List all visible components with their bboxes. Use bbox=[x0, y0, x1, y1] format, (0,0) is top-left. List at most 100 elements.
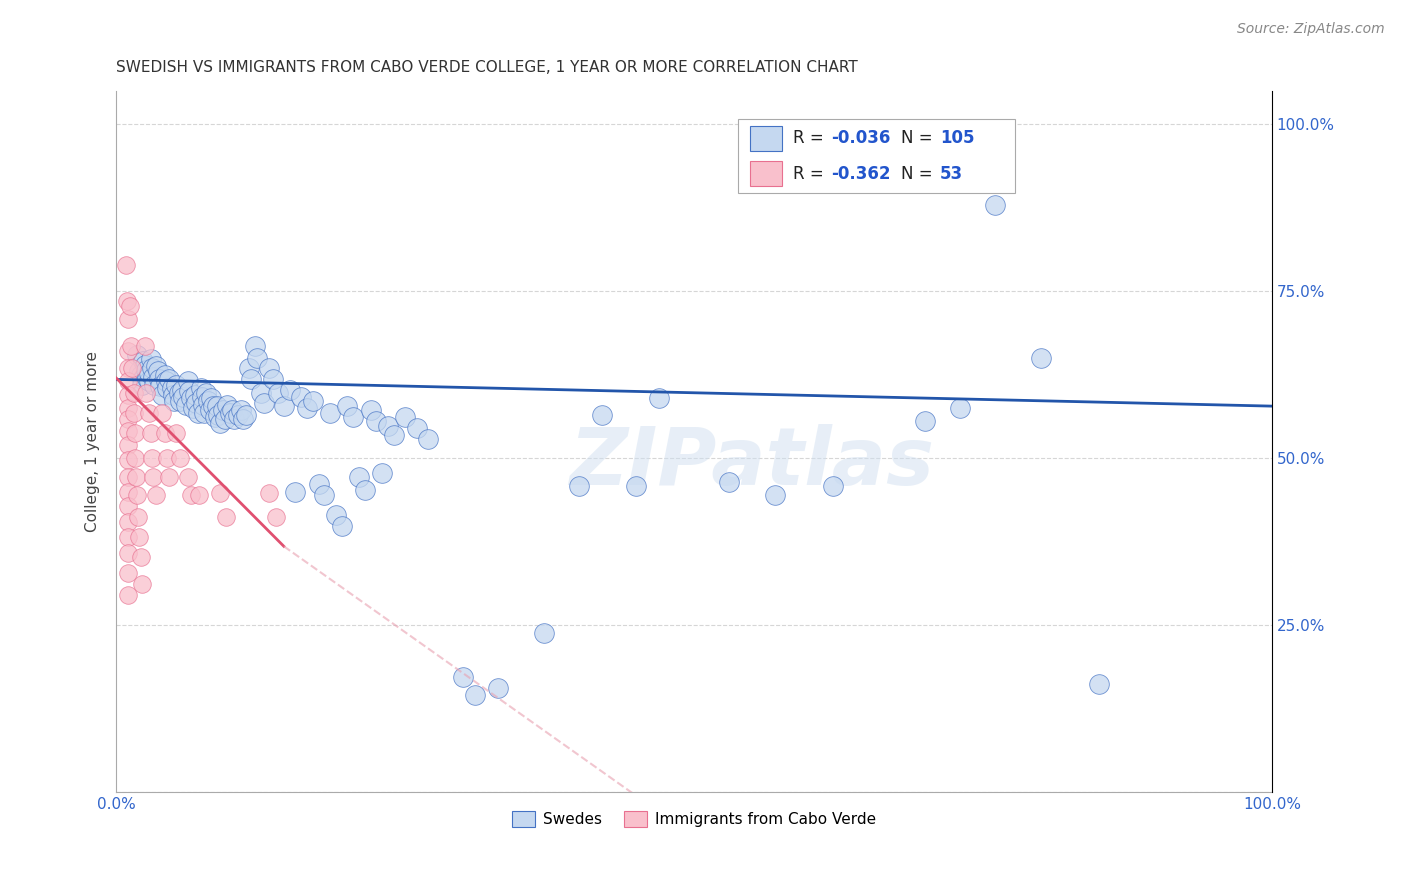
Point bbox=[290, 390, 312, 404]
Point bbox=[117, 375, 139, 389]
Text: N =: N = bbox=[901, 129, 938, 147]
Point bbox=[273, 399, 295, 413]
Point bbox=[821, 479, 844, 493]
Point bbox=[153, 368, 176, 382]
Point bbox=[136, 371, 159, 385]
Point bbox=[314, 488, 336, 502]
Point bbox=[169, 394, 191, 409]
Point bbox=[336, 399, 359, 413]
Point bbox=[253, 396, 276, 410]
Point bbox=[342, 409, 364, 424]
Point bbox=[177, 375, 200, 389]
Point bbox=[567, 479, 589, 493]
Point bbox=[125, 348, 148, 362]
Point bbox=[486, 681, 509, 696]
Text: N =: N = bbox=[901, 164, 938, 183]
Point bbox=[418, 433, 440, 447]
Point bbox=[129, 368, 152, 382]
Point bbox=[139, 425, 162, 440]
Point bbox=[221, 403, 243, 417]
Point bbox=[148, 372, 170, 386]
Point bbox=[152, 406, 174, 420]
Point bbox=[117, 412, 139, 426]
Point bbox=[117, 500, 139, 514]
Point bbox=[128, 530, 150, 544]
Point bbox=[209, 417, 232, 431]
Point bbox=[122, 385, 145, 400]
Point bbox=[146, 364, 169, 378]
Point bbox=[301, 394, 323, 409]
Point bbox=[122, 406, 145, 420]
Point bbox=[134, 358, 156, 372]
Point bbox=[284, 484, 307, 499]
Point bbox=[145, 359, 167, 373]
Point bbox=[134, 339, 156, 353]
Point bbox=[209, 486, 232, 500]
Point bbox=[243, 339, 266, 353]
Point bbox=[1029, 351, 1052, 365]
Point bbox=[142, 470, 165, 484]
Point bbox=[187, 406, 209, 420]
Point bbox=[117, 470, 139, 484]
Point bbox=[626, 479, 648, 493]
Point bbox=[128, 364, 150, 378]
Point bbox=[224, 412, 246, 426]
Point bbox=[177, 384, 200, 399]
Point bbox=[117, 344, 139, 359]
Point bbox=[156, 381, 179, 395]
Point bbox=[257, 361, 280, 376]
Point bbox=[115, 294, 138, 309]
Point bbox=[131, 377, 153, 392]
Point bbox=[131, 372, 153, 386]
Point bbox=[188, 488, 211, 502]
Point bbox=[125, 470, 148, 484]
Point bbox=[983, 197, 1005, 211]
Point bbox=[405, 421, 427, 435]
Point bbox=[165, 377, 187, 392]
Point bbox=[117, 361, 139, 376]
FancyBboxPatch shape bbox=[749, 126, 782, 151]
Text: 53: 53 bbox=[941, 164, 963, 183]
Point bbox=[211, 403, 233, 417]
Point bbox=[184, 396, 207, 410]
Text: SWEDISH VS IMMIGRANTS FROM CABO VERDE COLLEGE, 1 YEAR OR MORE CORRELATION CHART: SWEDISH VS IMMIGRANTS FROM CABO VERDE CO… bbox=[117, 60, 858, 75]
Point bbox=[120, 339, 142, 353]
Point bbox=[138, 366, 160, 380]
Point bbox=[218, 406, 240, 420]
Point bbox=[131, 576, 153, 591]
Point bbox=[124, 451, 146, 466]
Point bbox=[533, 626, 555, 640]
Point bbox=[360, 403, 382, 417]
Point bbox=[117, 452, 139, 467]
Point bbox=[117, 515, 139, 529]
Point bbox=[451, 670, 474, 684]
FancyBboxPatch shape bbox=[738, 119, 1015, 193]
Point bbox=[914, 415, 936, 429]
FancyBboxPatch shape bbox=[749, 161, 782, 186]
Point bbox=[319, 406, 342, 420]
Point bbox=[159, 372, 181, 386]
Point bbox=[163, 394, 186, 409]
Point bbox=[120, 299, 142, 313]
Point bbox=[240, 372, 263, 386]
Point bbox=[232, 412, 254, 426]
Point bbox=[191, 390, 214, 404]
Point bbox=[215, 510, 238, 524]
Text: -0.036: -0.036 bbox=[831, 129, 891, 147]
Point bbox=[117, 388, 139, 402]
Point bbox=[205, 399, 228, 413]
Point bbox=[160, 381, 183, 395]
Point bbox=[377, 419, 399, 434]
Point bbox=[264, 510, 287, 524]
Point bbox=[717, 475, 740, 489]
Point bbox=[235, 408, 257, 422]
Point bbox=[125, 488, 148, 502]
Point bbox=[172, 383, 194, 397]
Point bbox=[143, 377, 166, 392]
Point bbox=[1087, 677, 1109, 691]
Point bbox=[214, 412, 236, 426]
Text: 105: 105 bbox=[941, 129, 974, 147]
Point bbox=[117, 566, 139, 580]
Point bbox=[195, 385, 218, 400]
Point bbox=[135, 385, 157, 400]
